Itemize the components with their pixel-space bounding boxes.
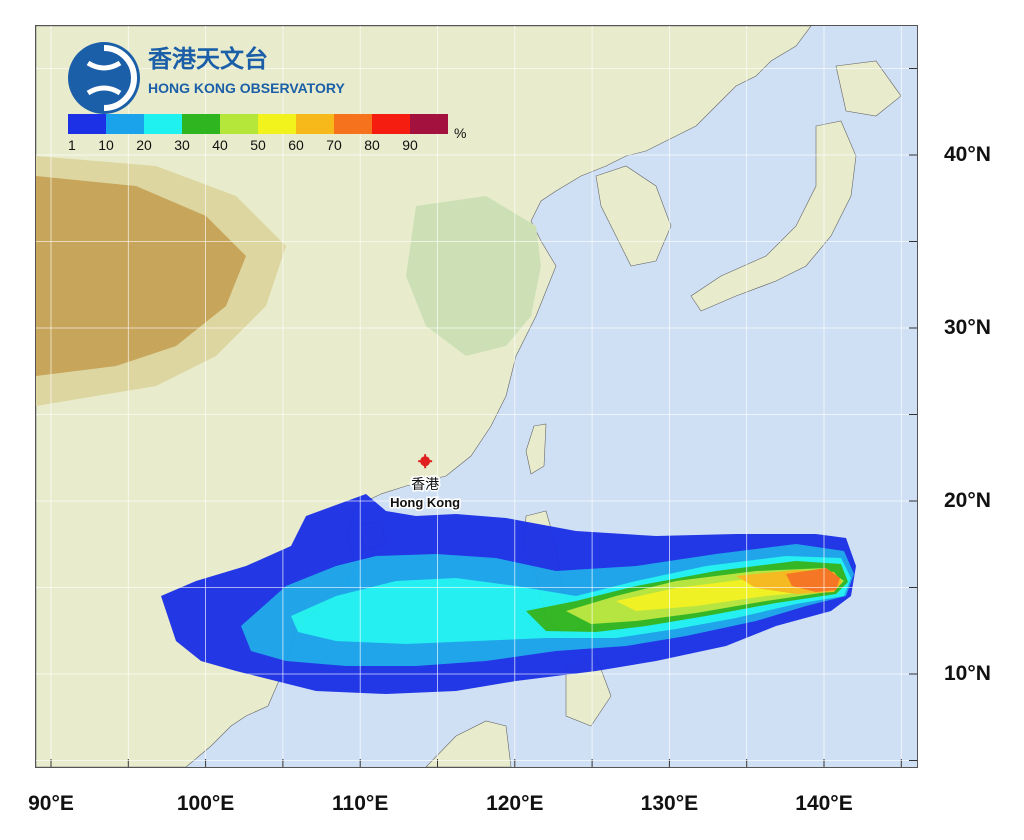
observatory-logo: 香港天文台 HONG KONG OBSERVATORY <box>68 42 345 114</box>
map-area[interactable]: 香港 Hong Kong 香港天文台 HONG KONG OBSERVATORY… <box>35 25 918 768</box>
land-korea <box>595 165 672 267</box>
latitude-label: 30°N <box>944 316 991 339</box>
graticule <box>36 26 917 767</box>
legend-unit: % <box>454 125 466 141</box>
legend-swatch <box>182 114 220 134</box>
hong-kong-marker[interactable]: 香港 Hong Kong <box>389 454 462 512</box>
land-japan <box>690 120 857 312</box>
probability-bands <box>161 494 856 694</box>
legend-tick-label: 80 <box>364 137 380 153</box>
band-70 <box>786 568 840 592</box>
land-taiwan <box>525 423 547 475</box>
legend-tick-label: 70 <box>326 137 342 153</box>
legend-swatch <box>334 114 372 134</box>
legend-swatch <box>220 114 258 134</box>
latitude-label: 20°N <box>944 489 991 512</box>
legend-tick-label: 50 <box>250 137 266 153</box>
legend-tick-label: 90 <box>402 137 418 153</box>
longitude-label: 100°E <box>176 792 235 815</box>
land-high-plateau <box>36 176 246 376</box>
land-borneo <box>425 720 512 767</box>
legend-tick-label: 1 <box>68 137 76 153</box>
logo-swirl-icon <box>103 45 137 111</box>
legend-swatch <box>68 114 106 134</box>
latitude-label: 10°N <box>944 662 991 685</box>
legend-tick-label: 40 <box>212 137 228 153</box>
legend-swatch <box>410 114 448 134</box>
brand-name-en: HONG KONG OBSERVATORY <box>148 80 345 96</box>
hong-kong-label-zh: 香港 <box>411 477 439 493</box>
logo-circle-icon <box>68 42 140 114</box>
probability-legend: 1 10 20 30 40 50 60 70 80 90% <box>68 114 466 153</box>
legend-tick-label: 10 <box>98 137 114 153</box>
legend-swatch <box>258 114 296 134</box>
land-hokkaido <box>835 60 902 117</box>
legend-swatch <box>296 114 334 134</box>
land-lowland-east-china <box>406 196 541 356</box>
legend-swatch <box>372 114 410 134</box>
latitude-label: 40°N <box>944 143 991 166</box>
longitude-label: 130°E <box>640 792 699 815</box>
longitude-label: 140°E <box>795 792 853 815</box>
legend-tick-label: 60 <box>288 137 304 153</box>
legend-tick-label: 20 <box>136 137 152 153</box>
longitude-label: 120°E <box>486 792 544 815</box>
hong-kong-label-en: Hong Kong <box>390 495 460 510</box>
legend-swatch <box>106 114 144 134</box>
legend-tick-label: 30 <box>174 137 190 153</box>
longitude-label: 90°E <box>28 792 74 815</box>
longitude-label: 110°E <box>332 792 389 815</box>
brand-name-zh: 香港天文台 <box>148 45 268 73</box>
map-canvas: 香港 Hong Kong 香港天文台 HONG KONG OBSERVATORY… <box>36 26 917 767</box>
legend-swatch <box>144 114 182 134</box>
